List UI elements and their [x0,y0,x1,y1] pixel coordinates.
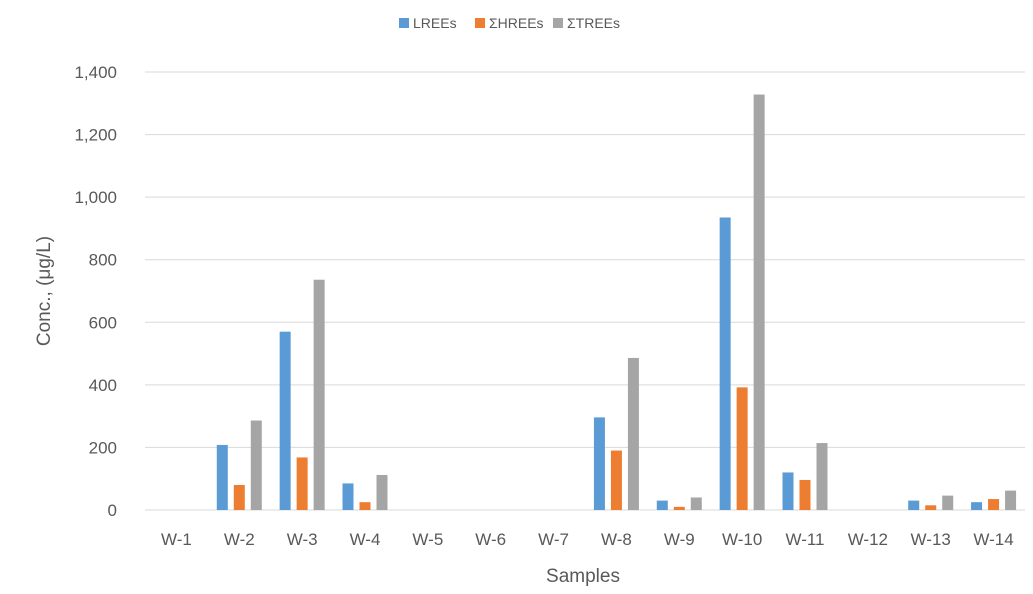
x-tick-label: W-14 [973,530,1013,549]
bar-ΣHREEs-W-10 [736,387,748,510]
y-tick-label: 1,400 [74,63,117,82]
x-axis-title: Samples [546,566,620,587]
bar-LREEs-W-13 [908,500,920,510]
y-tick-label: 600 [89,313,117,332]
bars [216,94,1017,511]
x-tick-label: W-6 [475,530,506,549]
bar-ΣTREEs-W-11 [816,443,828,510]
y-tick-label: 1,200 [74,126,117,145]
bar-ΣTREEs-W-4 [376,474,388,510]
x-tick-label: W-9 [664,530,695,549]
bar-ΣTREEs-W-3 [313,279,325,510]
y-axis-ticks: 0 200 400 600 800 1,000 1,200 1,400 [74,63,117,520]
legend-label: ΣHREEs [489,15,544,31]
bar-LREEs-W-4 [342,483,354,510]
bar-LREEs-W-14 [971,502,983,510]
bar-LREEs-W-9 [656,500,668,510]
bar-LREEs-W-2 [216,444,228,510]
x-tick-label: W-7 [538,530,569,549]
x-tick-label: W-8 [601,530,632,549]
bar-ΣTREEs-W-10 [753,94,765,511]
x-tick-label: W-4 [350,530,381,549]
legend-swatch-LREEs [399,18,409,28]
bar-ΣHREEs-W-9 [673,506,685,510]
y-tick-label: 800 [89,251,117,270]
bar-LREEs-W-11 [782,472,794,510]
y-tick-label: 1,000 [74,188,117,207]
bar-ΣHREEs-W-2 [233,484,245,510]
x-tick-label: W-12 [848,530,888,549]
bar-LREEs-W-10 [719,217,731,510]
x-tick-label: W-1 [161,530,192,549]
bar-LREEs-W-8 [593,417,605,510]
bar-ΣHREEs-W-13 [925,505,937,510]
x-tick-label: W-3 [287,530,318,549]
legend: LREEs ΣHREEs ΣTREEs [399,15,620,31]
bar-ΣHREEs-W-8 [610,450,622,510]
y-tick-label: 200 [89,438,117,457]
bar-ΣHREEs-W-3 [296,457,308,510]
bar-ΣTREEs-W-2 [250,420,262,510]
x-axis-ticks: W-1 W-2 W-3 W-4 W-5 W-6 W-7 W-8 W-9 W-10 W-11 W-12 W… [161,530,1014,549]
bar-ΣHREEs-W-14 [988,499,1000,510]
bar-ΣHREEs-W-4 [359,502,371,510]
x-tick-label: W-13 [911,530,951,549]
legend-label: ΣTREEs [567,15,620,31]
bar-ΣTREEs-W-9 [690,497,702,510]
y-axis-title: Conc., (μg/L) [34,236,55,346]
y-tick-label: 400 [89,376,117,395]
legend-label: LREEs [413,15,457,31]
bar-ΣTREEs-W-8 [627,357,639,510]
y-tick-label: 0 [108,501,117,520]
bar-ΣHREEs-W-11 [799,479,811,510]
x-tick-label: W-2 [224,530,255,549]
bar-ΣTREEs-W-14 [1005,490,1017,510]
legend-swatch-ΣTREEs [553,18,563,28]
x-tick-label: W-10 [722,530,762,549]
x-tick-label: W-11 [785,530,824,549]
gridlines [145,71,1025,511]
legend-swatch-ΣHREEs [475,18,485,28]
bar-LREEs-W-3 [279,331,291,510]
bar-ΣTREEs-W-13 [942,495,954,510]
x-tick-label: W-5 [412,530,443,549]
